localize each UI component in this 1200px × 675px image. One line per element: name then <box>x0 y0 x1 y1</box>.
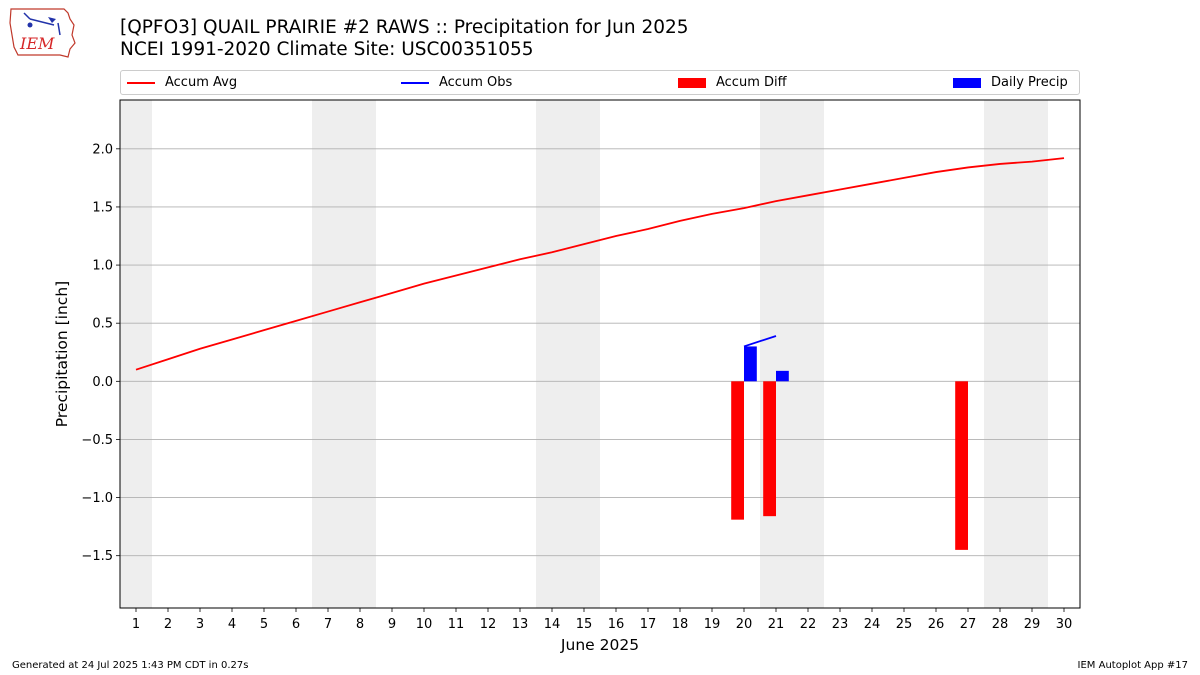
x-tick-label: 13 <box>512 617 529 632</box>
legend-label-daily-precip: Daily Precip <box>991 75 1068 90</box>
x-tick-label: 29 <box>1024 617 1041 632</box>
weekend-band-0 <box>120 100 152 608</box>
accum-diff-bar <box>731 381 744 520</box>
legend: Accum Avg Accum Obs Accum Diff Daily Pre… <box>120 70 1080 95</box>
x-tick-label: 4 <box>228 617 236 632</box>
app-credit: IEM Autoplot App #17 <box>1077 660 1188 671</box>
daily-precip-bar <box>744 346 757 382</box>
x-tick-label: 26 <box>928 617 945 632</box>
y-tick-label: −1.5 <box>81 549 113 564</box>
x-tick-label: 22 <box>800 617 817 632</box>
x-tick-label: 9 <box>388 617 396 632</box>
x-axis-label: June 2025 <box>560 636 639 654</box>
iem-logo-graphic: IEM <box>9 8 76 58</box>
y-tick-label: 0.0 <box>92 375 113 390</box>
weekend-band-3 <box>760 100 824 608</box>
legend-item-daily-precip: Daily Precip <box>953 71 1068 94</box>
x-tick-label: 12 <box>480 617 497 632</box>
accum-diff-bar <box>763 381 776 517</box>
x-tick-label: 24 <box>864 617 881 632</box>
accum-obs-line <box>743 335 777 348</box>
x-tick-label: 3 <box>196 617 204 632</box>
accum-avg-line <box>135 157 1065 371</box>
legend-label-accum-diff: Accum Diff <box>716 75 787 90</box>
legend-item-accum-obs: Accum Obs <box>401 71 512 94</box>
chart-title: [QPFO3] QUAIL PRAIRIE #2 RAWS :: Precipi… <box>120 17 689 38</box>
weekend-band-2 <box>536 100 600 608</box>
y-axis-label: Precipitation [inch] <box>53 281 71 427</box>
y-tick-label: −0.5 <box>81 433 113 448</box>
y-tick-label: 2.0 <box>92 142 113 157</box>
x-tick-label: 7 <box>324 617 332 632</box>
x-tick-label: 8 <box>356 617 364 632</box>
legend-label-accum-obs: Accum Obs <box>439 75 513 90</box>
legend-swatch-daily-precip <box>953 77 981 88</box>
x-tick-label: 28 <box>992 617 1009 632</box>
y-tick-label: 1.0 <box>92 259 113 274</box>
logo-text: IEM <box>19 34 55 53</box>
plot-frame <box>119 99 1081 609</box>
x-tick-label: 1 <box>132 617 140 632</box>
legend-swatch-accum-diff <box>678 77 706 88</box>
x-tick-label: 14 <box>544 617 561 632</box>
x-tick-label: 23 <box>832 617 849 632</box>
chart-subtitle: NCEI 1991-2020 Climate Site: USC00351055 <box>120 39 534 60</box>
x-tick-label: 21 <box>768 617 785 632</box>
y-tick-label: 1.5 <box>92 200 113 215</box>
legend-item-accum-avg: Accum Avg <box>127 71 237 94</box>
x-tick-label: 15 <box>576 617 593 632</box>
x-tick-label: 6 <box>292 617 300 632</box>
x-tick-label: 11 <box>448 617 465 632</box>
legend-item-accum-diff: Accum Diff <box>678 71 787 94</box>
x-tick-label: 2 <box>164 617 172 632</box>
x-tick-label: 27 <box>960 617 977 632</box>
x-tick-label: 16 <box>608 617 625 632</box>
x-tick-label: 18 <box>672 617 689 632</box>
x-tick-label: 19 <box>704 617 721 632</box>
daily-precip-bar <box>776 370 789 382</box>
y-tick-label: −1.0 <box>81 491 113 506</box>
x-tick-label: 10 <box>416 617 433 632</box>
x-tick-label: 30 <box>1056 617 1073 632</box>
y-tick-label: 0.5 <box>92 317 113 332</box>
iem-logo: IEM <box>8 5 80 59</box>
x-tick-label: 5 <box>260 617 268 632</box>
generated-timestamp: Generated at 24 Jul 2025 1:43 PM CDT in … <box>12 660 249 671</box>
x-tick-label: 17 <box>640 617 657 632</box>
legend-label-accum-avg: Accum Avg <box>165 75 238 90</box>
legend-swatch-accum-obs <box>401 81 429 84</box>
weekend-band-1 <box>312 100 376 608</box>
accum-diff-bar <box>955 381 968 550</box>
legend-swatch-accum-avg <box>127 81 155 84</box>
weekend-band-4 <box>984 100 1048 608</box>
x-tick-label: 25 <box>896 617 913 632</box>
x-tick-label: 20 <box>736 617 753 632</box>
